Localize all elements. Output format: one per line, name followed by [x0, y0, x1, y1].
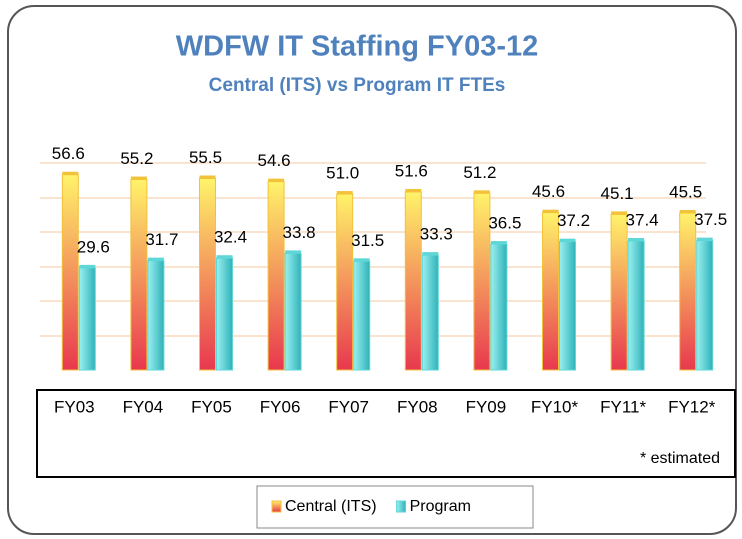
- annotation: * estimated: [640, 450, 720, 467]
- value-label: 31.7: [145, 230, 178, 249]
- x-tick-label: FY12*: [668, 397, 716, 416]
- x-tick-label: FY11*: [600, 397, 646, 416]
- bar-top: [285, 250, 302, 254]
- bar-top: [216, 255, 233, 259]
- bar: [216, 257, 233, 371]
- value-label: 31.5: [351, 231, 384, 250]
- value-label: 36.5: [488, 214, 521, 233]
- x-tick-label: FY03: [54, 397, 95, 416]
- bar: [421, 254, 439, 371]
- x-tick-label: FY06: [260, 397, 301, 416]
- value-label: 55.2: [120, 149, 153, 168]
- bar: [559, 241, 576, 371]
- value-label: 37.5: [694, 210, 727, 229]
- bar: [542, 212, 559, 371]
- bar: [199, 178, 216, 371]
- bar-top: [628, 237, 645, 241]
- bar: [61, 174, 79, 371]
- value-label: 37.2: [557, 211, 590, 230]
- bar: [679, 212, 697, 371]
- bar-top: [490, 241, 507, 245]
- value-label: 33.3: [420, 225, 453, 244]
- value-label: 45.5: [669, 183, 702, 202]
- chart-title: WDFW IT Staffing FY03-12: [176, 31, 539, 63]
- bar-top: [130, 176, 147, 180]
- bar: [130, 179, 148, 371]
- bar-top: [268, 178, 285, 182]
- value-label: 45.1: [601, 184, 634, 203]
- bar-top: [559, 238, 576, 242]
- value-label: 37.4: [626, 210, 659, 229]
- bar: [610, 213, 628, 371]
- bar: [404, 191, 422, 371]
- bar: [336, 193, 354, 371]
- chart-subtitle: Central (ITS) vs Program IT FTEs: [209, 75, 506, 96]
- legend-swatch: [396, 500, 407, 513]
- x-tick-label: FY07: [328, 397, 369, 416]
- legend-label: Program: [410, 498, 471, 515]
- bar-top: [199, 175, 216, 179]
- value-label: 56.6: [52, 144, 85, 163]
- bar-top: [62, 171, 79, 175]
- bar-top: [611, 211, 628, 215]
- category-box: [36, 389, 736, 478]
- bar-top: [405, 188, 422, 192]
- bar: [267, 181, 285, 371]
- bar: [696, 240, 714, 371]
- bar-top: [336, 191, 353, 195]
- bar-top: [147, 257, 164, 261]
- frame: [7, 5, 737, 535]
- legend: [256, 485, 534, 529]
- bar: [627, 240, 645, 371]
- x-tick-label: FY05: [191, 397, 232, 416]
- bar-top: [353, 258, 370, 262]
- legend-label: Central (ITS): [285, 498, 377, 515]
- x-tick-label: FY04: [123, 397, 164, 416]
- value-label: 55.5: [189, 148, 222, 167]
- value-label: 32.4: [214, 228, 247, 247]
- value-label: 51.0: [326, 164, 359, 183]
- value-label: 33.8: [283, 223, 316, 242]
- bar: [353, 260, 371, 371]
- bar: [78, 267, 96, 371]
- bar-top: [422, 252, 439, 256]
- x-tick-label: FY08: [397, 397, 438, 416]
- x-tick-label: FY10*: [531, 397, 579, 416]
- x-tick-label: FY09: [466, 397, 507, 416]
- value-label: 54.6: [258, 151, 291, 170]
- bar: [284, 252, 302, 371]
- value-label: 29.6: [77, 237, 110, 256]
- bar-top: [696, 237, 713, 241]
- bar-top: [679, 210, 696, 214]
- bar-top: [542, 209, 559, 213]
- value-label: 51.2: [463, 163, 496, 182]
- value-label: 51.6: [395, 161, 428, 180]
- legend-swatch: [271, 500, 282, 513]
- bar: [147, 260, 165, 371]
- value-label: 45.6: [532, 182, 565, 201]
- bar: [490, 243, 508, 371]
- bar-top: [473, 190, 490, 194]
- bar-top: [79, 264, 96, 268]
